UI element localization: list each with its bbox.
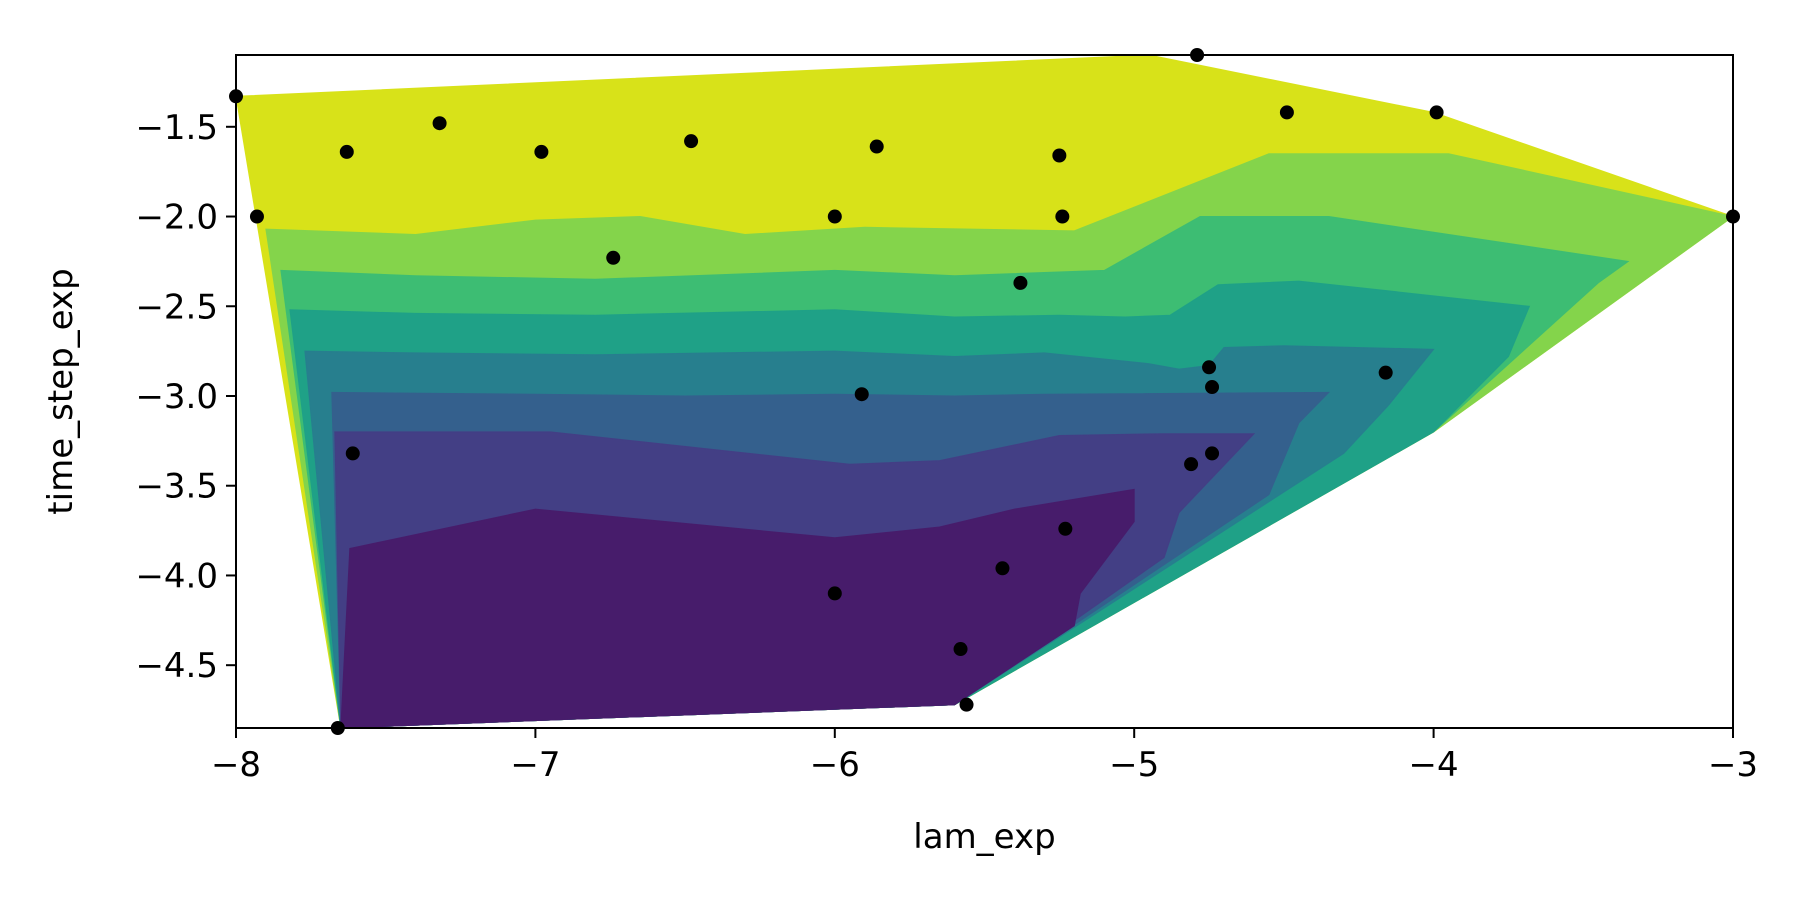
data-point	[1055, 209, 1070, 224]
y-tick-label: −4.5	[135, 646, 218, 686]
y-tick-label: −2.0	[135, 198, 218, 238]
data-point	[827, 586, 842, 601]
data-point	[339, 144, 354, 159]
data-point	[534, 144, 549, 159]
data-point	[1279, 105, 1294, 120]
data-point	[1205, 380, 1220, 395]
data-point	[827, 209, 842, 224]
plot-frame	[235, 54, 1734, 729]
y-axis-label: time_step_exp	[41, 268, 81, 514]
y-tick-label: −4.0	[135, 556, 218, 596]
y-tick-label: −3.0	[135, 377, 218, 417]
x-tick-label: −3	[1708, 745, 1758, 785]
data-point	[869, 139, 884, 154]
data-point	[995, 561, 1010, 576]
x-tick-label: −8	[211, 745, 261, 785]
y-axis-ticks: −1.5 −2.0 −2.5 −3.0 −3.5 −4.0 −4.5	[135, 108, 236, 686]
data-point	[606, 250, 621, 265]
contour-bands	[236, 55, 1733, 728]
data-point	[1429, 105, 1444, 120]
contour-band-7	[340, 488, 1135, 728]
data-point	[345, 446, 360, 461]
data-point	[959, 697, 974, 712]
y-tick-label: −2.5	[135, 287, 218, 327]
x-tick-label: −7	[510, 745, 560, 785]
data-point	[1052, 148, 1067, 163]
x-axis-label: lam_exp	[913, 817, 1055, 857]
data-point	[854, 387, 869, 402]
data-point	[953, 642, 968, 657]
data-point	[1205, 446, 1220, 461]
data-point	[1378, 365, 1393, 380]
y-tick-label: −3.5	[135, 467, 218, 507]
y-tick-label: −1.5	[135, 108, 218, 148]
data-point	[249, 209, 264, 224]
data-point	[1013, 275, 1028, 290]
data-point	[1184, 457, 1199, 472]
data-point	[684, 134, 699, 149]
x-axis-ticks: −8 −7 −6 −5 −4 −3	[211, 728, 1758, 785]
x-tick-label: −5	[1109, 745, 1159, 785]
data-point	[1202, 360, 1217, 375]
data-point	[1058, 521, 1073, 536]
x-tick-label: −6	[810, 745, 860, 785]
data-point	[432, 116, 447, 131]
x-tick-label: −4	[1409, 745, 1459, 785]
